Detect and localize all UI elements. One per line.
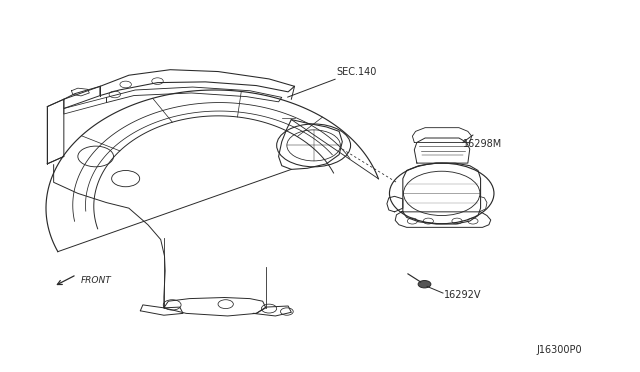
Text: 16292V: 16292V bbox=[444, 290, 482, 300]
Circle shape bbox=[418, 280, 431, 288]
Text: SEC.140: SEC.140 bbox=[336, 67, 376, 77]
Text: 16298M: 16298M bbox=[463, 138, 502, 148]
Text: FRONT: FRONT bbox=[81, 276, 112, 285]
Text: J16300P0: J16300P0 bbox=[537, 345, 582, 355]
